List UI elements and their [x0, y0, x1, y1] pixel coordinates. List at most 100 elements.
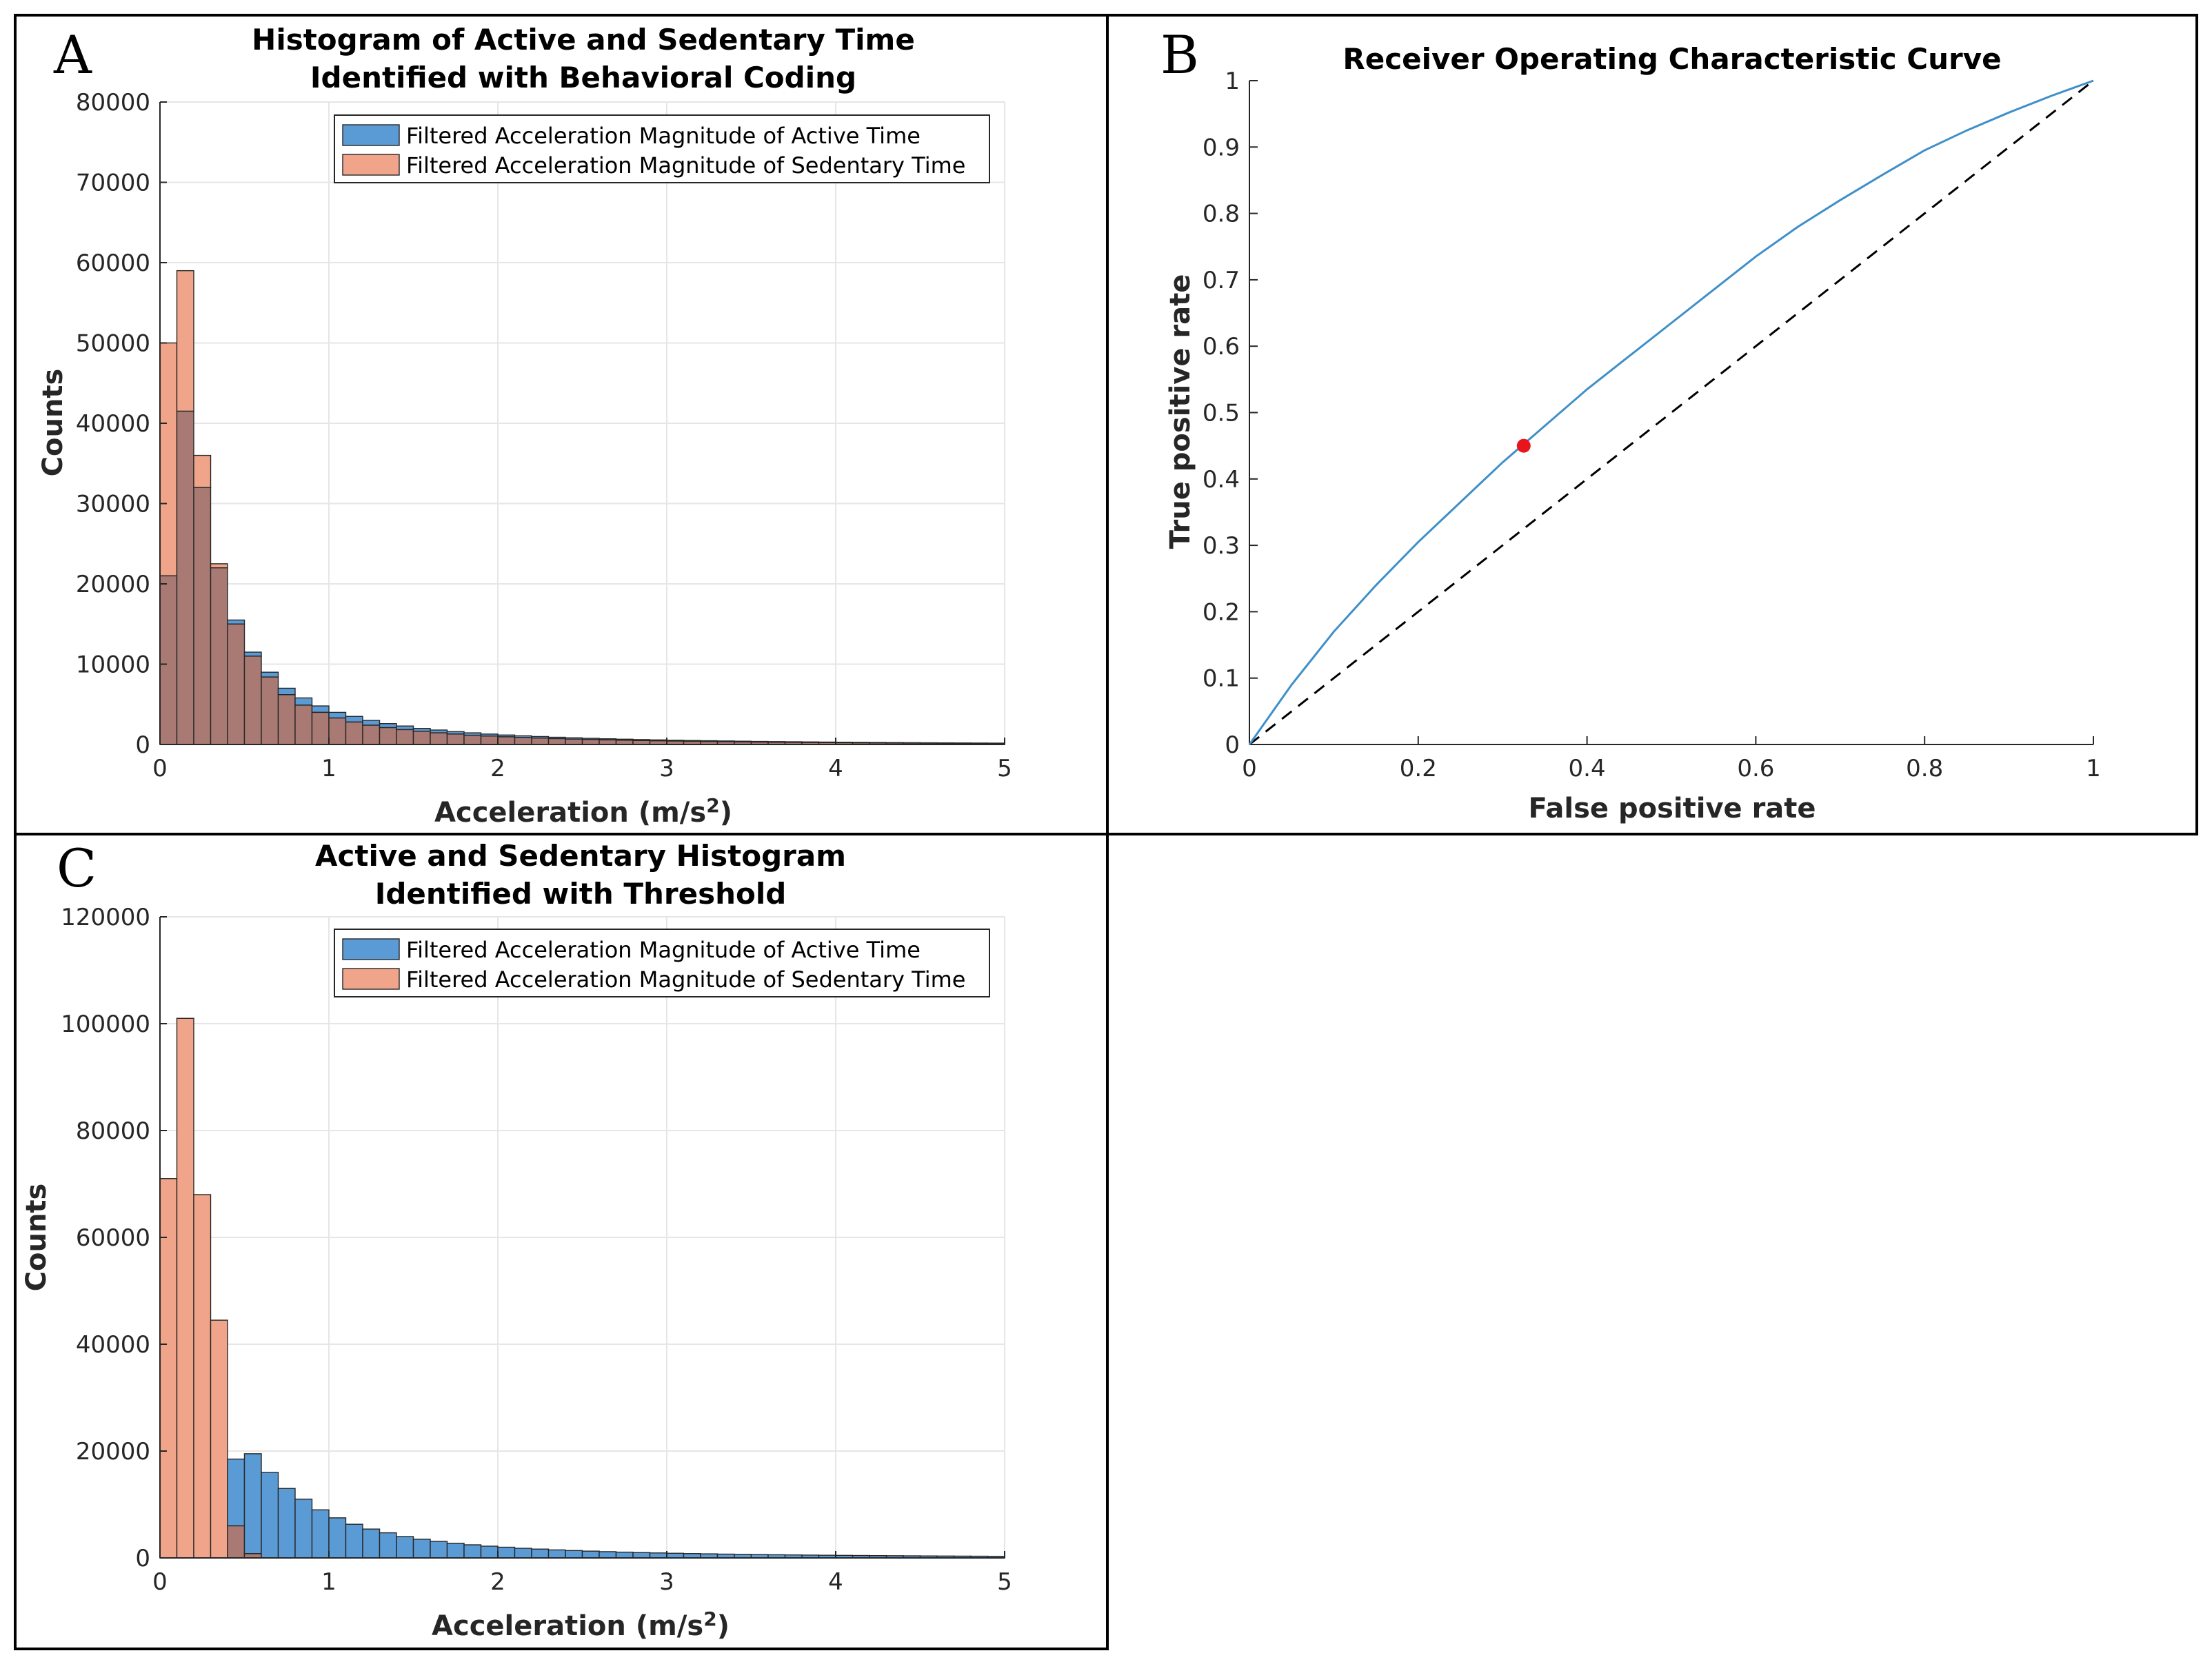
- c-ytick-0: 0: [135, 1545, 150, 1572]
- a-bar-overlap-10: [328, 717, 347, 745]
- a-ytick-8: 80000: [76, 89, 150, 116]
- c-legend-box: [334, 929, 990, 997]
- a-bar-overlap-5: [243, 656, 262, 745]
- panel-b-frame: [1106, 14, 2198, 835]
- panel-c-bars: [159, 1017, 1005, 1559]
- c-bar-active-23: [547, 1549, 566, 1559]
- b-ytick-6: 0.6: [1203, 333, 1240, 361]
- a-legend-entry-0: Filtered Acceleration Magnitude of Activ…: [406, 123, 921, 149]
- c-bar-active-24: [565, 1550, 583, 1559]
- panel-a-bars: [159, 270, 1005, 745]
- b-optimal-point: [1516, 438, 1531, 453]
- c-legend-swatch-sedentary: [342, 968, 400, 990]
- panel-c-letter: C: [57, 838, 97, 899]
- a-bar-active-10: [328, 711, 347, 719]
- c-bar-active-11: [345, 1523, 363, 1559]
- a-bar-overlap-1: [176, 410, 194, 745]
- c-ytick-3: 60000: [76, 1224, 150, 1252]
- panel-b-x-axis-label: False positive rate: [1528, 793, 1816, 824]
- c-bar-active-26: [599, 1551, 617, 1559]
- c-bar-active-22: [531, 1548, 550, 1559]
- panel-c: C Active and Sedentary Histogram Identif…: [21, 838, 1012, 1642]
- c-bar-active-30: [666, 1552, 685, 1559]
- b-ytick-10: 1: [1225, 68, 1240, 95]
- b-ytick-5: 0.5: [1203, 400, 1240, 427]
- a-bar-active-9: [311, 705, 330, 713]
- c-bar-active-27: [615, 1551, 634, 1559]
- a-legend-swatch-active: [342, 124, 400, 146]
- c-ytick-2: 40000: [76, 1331, 150, 1359]
- c-bar-active-19: [480, 1546, 499, 1559]
- a-ytick-5: 50000: [76, 330, 150, 358]
- c-bar-active-5: [243, 1453, 262, 1554]
- a-bar-overlap-8: [294, 705, 313, 745]
- c-bar-active-7: [277, 1488, 296, 1559]
- a-xtick-0: 0: [152, 755, 168, 782]
- a-legend-entry-1: Filtered Acceleration Magnitude of Seden…: [406, 152, 965, 179]
- c-ytick-1: 20000: [76, 1438, 150, 1466]
- a-bar-overlap-11: [345, 721, 363, 745]
- a-legend-box: [334, 114, 990, 183]
- a-xtick-5: 5: [997, 755, 1012, 782]
- a-ytick-3: 30000: [76, 491, 150, 518]
- c-ytick-6: 120000: [61, 904, 150, 931]
- a-bar-overlap-9: [311, 711, 330, 745]
- c-bar-sedentary-2: [193, 1194, 212, 1559]
- panel-a-axes: 0 1 2 3 4 5 0 10000 20000 30000 40000 50000 60000 700…: [76, 89, 1012, 782]
- b-ytick-4: 0.4: [1203, 466, 1240, 494]
- panel-c-grid: [159, 916, 1005, 1559]
- b-ytick-0: 0: [1225, 731, 1240, 759]
- b-ytick-3: 0.3: [1203, 532, 1240, 560]
- panel-a-x-axis-label: Acceleration (m/s2): [434, 794, 732, 829]
- c-xtick-2: 2: [490, 1568, 505, 1596]
- c-xtick-5: 5: [997, 1568, 1012, 1596]
- a-xtick-4: 4: [828, 755, 843, 782]
- panel-b: B Receiver Operating Characteristic Curv…: [1160, 24, 2101, 824]
- a-ytick-1: 10000: [76, 651, 150, 679]
- a-bar-overlap-12: [362, 724, 381, 745]
- b-ytick-8: 0.8: [1203, 201, 1240, 228]
- c-legend-entry-1: Filtered Acceleration Magnitude of Seden…: [406, 966, 965, 993]
- a-legend-swatch-sedentary: [342, 154, 400, 176]
- a-bar-overlap-23: [547, 738, 566, 745]
- b-ytick-9: 0.9: [1203, 134, 1240, 161]
- b-ytick-7: 0.7: [1203, 267, 1240, 294]
- a-ytick-2: 20000: [76, 571, 150, 598]
- a-ytick-4: 40000: [76, 410, 150, 438]
- panel-c-axes: 0 1 2 3 4 5 0 20000 40000 60000 80000 100000 120000: [61, 904, 1012, 1596]
- c-bar-active-10: [328, 1517, 347, 1559]
- a-bar-sedentary-2: [193, 454, 212, 488]
- a-bar-active-14: [396, 725, 414, 731]
- c-xtick-4: 4: [828, 1568, 843, 1596]
- panel-a-legend: Filtered Acceleration Magnitude of Activ…: [334, 114, 990, 183]
- a-bar-overlap-17: [446, 733, 465, 745]
- a-bar-overlap-7: [277, 694, 296, 745]
- b-chance-diagonal: [1249, 79, 2094, 746]
- c-bar-active-4: [227, 1458, 245, 1527]
- b-xtick-0: 0: [1242, 755, 1257, 782]
- b-xtick-2: 0.4: [1569, 755, 1606, 782]
- a-bar-active-4: [227, 619, 245, 625]
- panel-a-title-line2: Identified with Behavioral Coding: [310, 61, 856, 94]
- panel-c-title: Active and Sedentary Histogram: [315, 839, 846, 873]
- panel-b-plot: [1248, 79, 2094, 746]
- a-bar-active-8: [294, 697, 313, 706]
- c-bar-active-29: [649, 1552, 667, 1559]
- a-bar-overlap-13: [379, 727, 397, 745]
- a-bar-active-6: [261, 671, 279, 678]
- a-xtick-2: 2: [490, 755, 505, 782]
- a-xtick-3: 3: [659, 755, 674, 782]
- a-xtick-1: 1: [321, 755, 336, 782]
- b-xtick-1: 0.2: [1400, 755, 1437, 782]
- c-bar-active-20: [497, 1546, 516, 1559]
- a-bar-sedentary-3: [210, 563, 228, 569]
- panel-b-axes: 0 0.2 0.4 0.6 0.8 1 0 0.1 0.2 0.3 0.4 0.5 0.6 0.7 0.8 0…: [1203, 68, 2101, 782]
- c-bar-active-16: [430, 1541, 448, 1559]
- c-ytick-5: 100000: [61, 1011, 150, 1038]
- c-bar-sedentary-3: [210, 1319, 228, 1559]
- c-bar-active-25: [581, 1550, 600, 1559]
- c-bar-sedentary-0: [159, 1178, 178, 1559]
- c-ytick-4: 80000: [76, 1117, 150, 1145]
- panel-c-y-axis-label: Counts: [21, 1184, 52, 1292]
